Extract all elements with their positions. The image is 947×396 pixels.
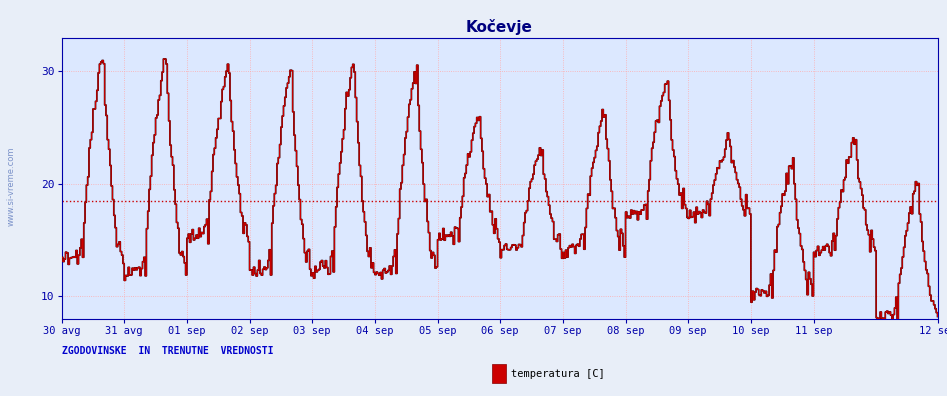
Text: ZGODOVINSKE  IN  TRENUTNE  VREDNOSTI: ZGODOVINSKE IN TRENUTNE VREDNOSTI [62,346,273,356]
Title: Kočevje: Kočevje [466,19,533,35]
Text: temperatura [C]: temperatura [C] [511,369,605,379]
Text: www.si-vreme.com: www.si-vreme.com [7,147,16,226]
